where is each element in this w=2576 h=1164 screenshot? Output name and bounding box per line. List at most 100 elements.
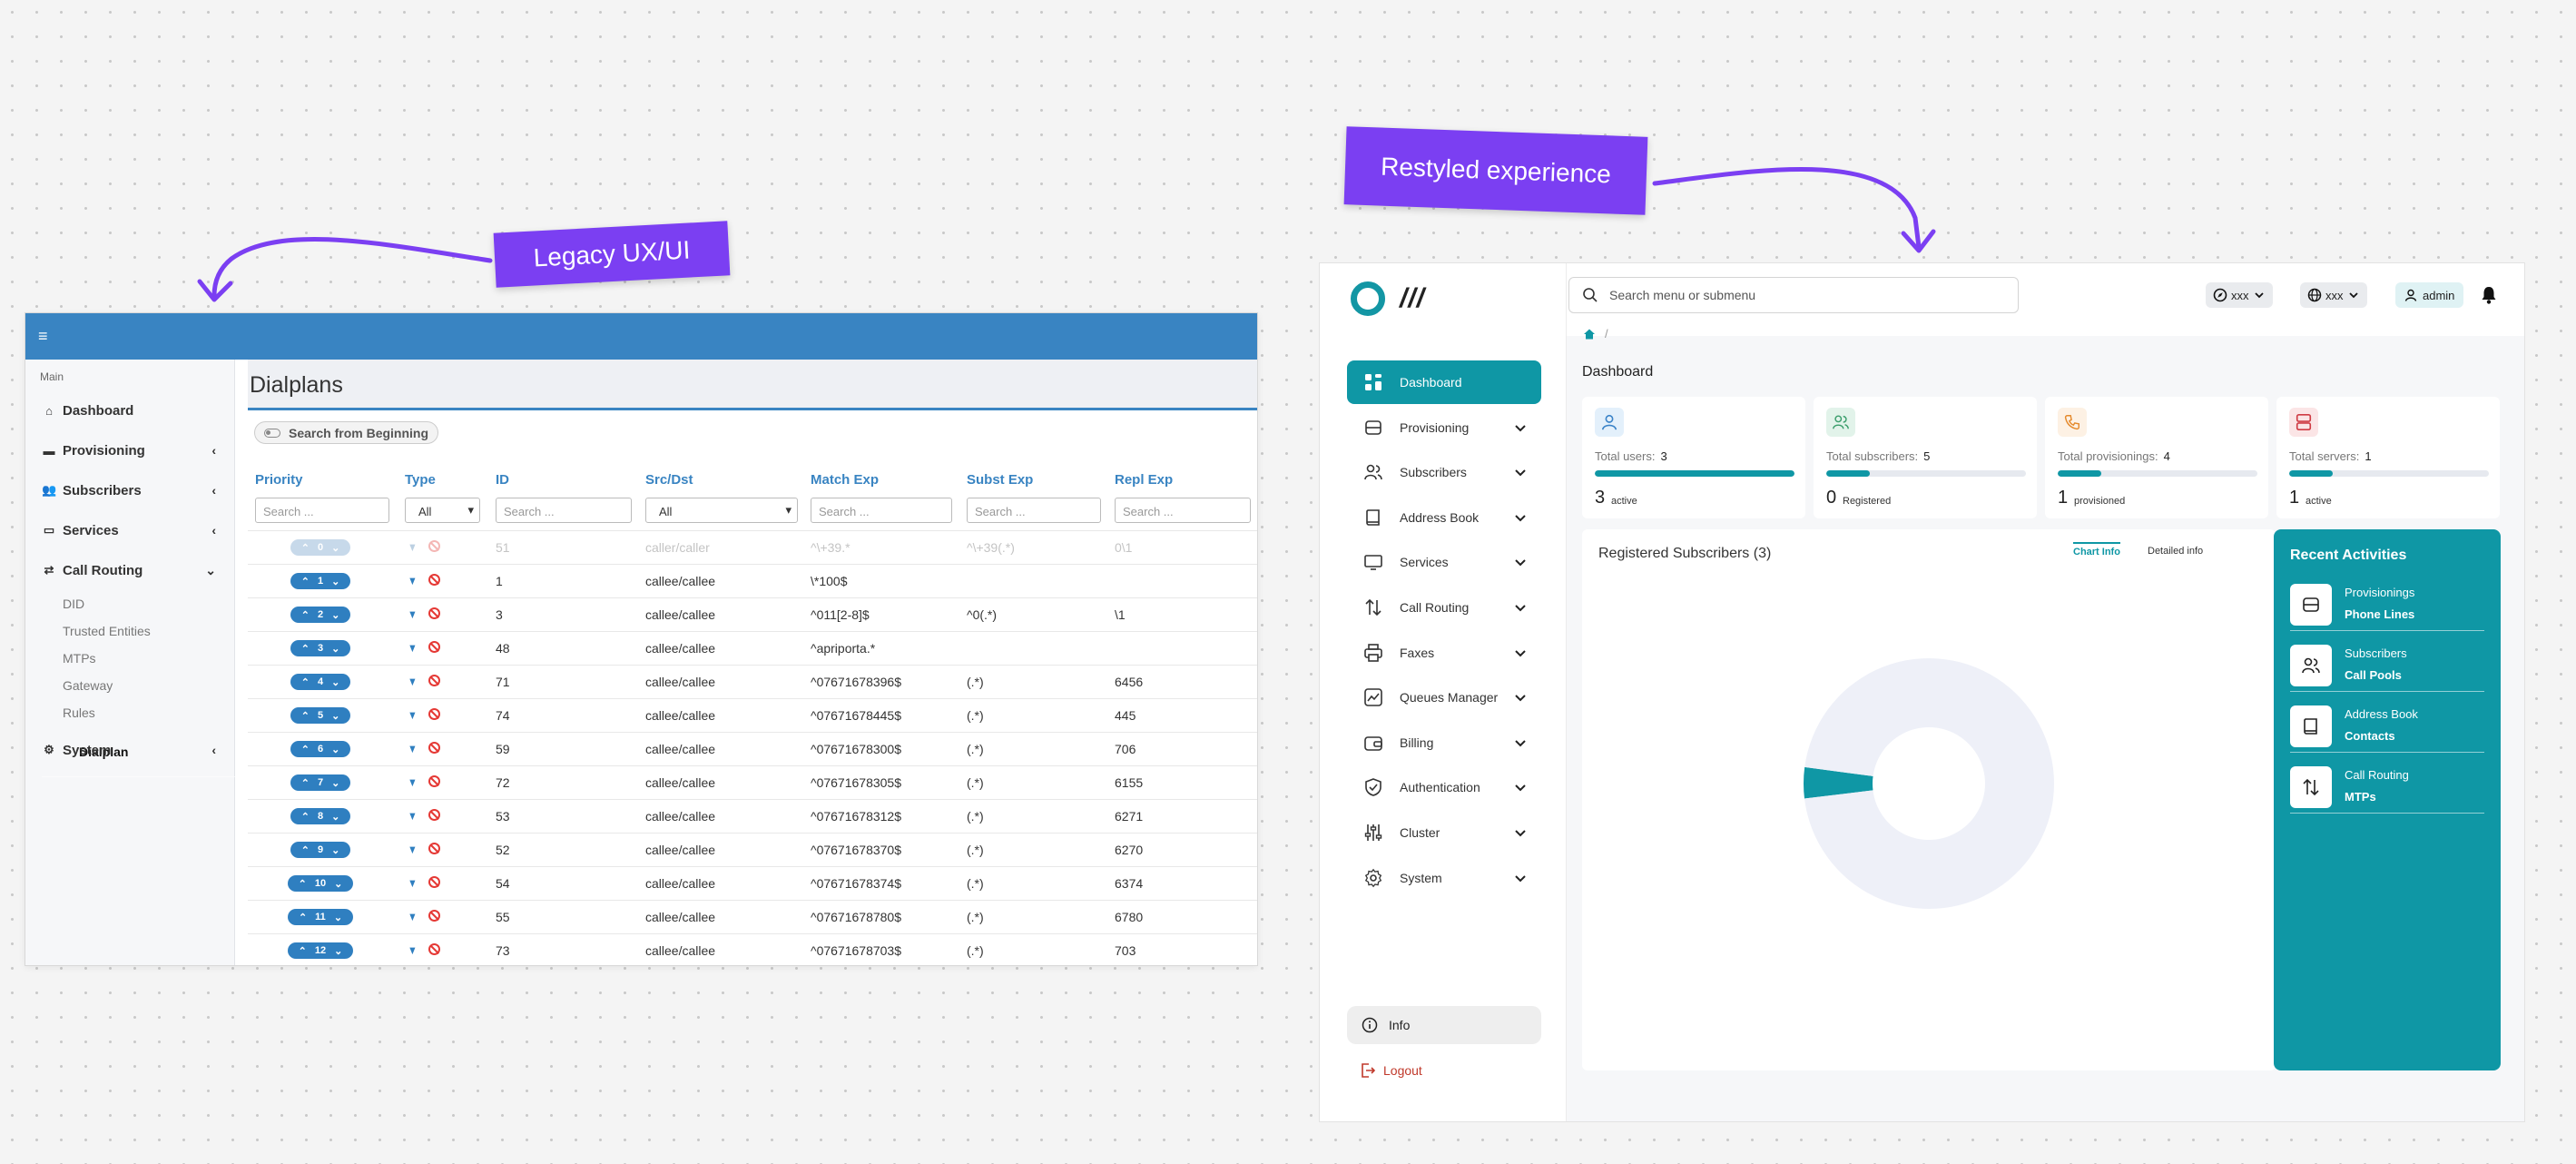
filter-src-dst-select[interactable]: All: [645, 498, 798, 523]
sidebar-subitem-rules[interactable]: Rules: [63, 705, 95, 720]
user-menu[interactable]: admin: [2395, 282, 2463, 308]
filter-match-exp-input[interactable]: Search ...: [811, 498, 952, 523]
chevron-up-icon[interactable]: ⌃: [300, 676, 310, 688]
language-select[interactable]: xxx: [2300, 282, 2367, 308]
chevron-down-icon[interactable]: ⌄: [331, 744, 340, 755]
donut-slice[interactable]: [1804, 766, 1873, 799]
search-input[interactable]: Search menu or submenu: [1568, 277, 2019, 313]
priority-reorder-control[interactable]: ⌃ 0 ⌄: [290, 539, 350, 556]
priority-reorder-control[interactable]: ⌃ 7 ⌄: [290, 774, 350, 791]
sidebar-subitem-gateway[interactable]: Gateway: [63, 678, 113, 693]
chevron-up-icon[interactable]: ⌃: [300, 777, 310, 789]
chevron-down-icon[interactable]: ⌄: [331, 542, 340, 554]
chevron-down-icon[interactable]: ⌄: [334, 878, 343, 890]
chevron-down-icon[interactable]: ⌄: [331, 676, 340, 688]
sidebar-item-provisioning[interactable]: Provisioning: [1347, 406, 1541, 449]
sidebar-item-dashboard[interactable]: Dashboard: [1347, 360, 1541, 404]
chevron-down-icon[interactable]: ⌄: [331, 576, 340, 587]
bell-icon[interactable]: [2480, 285, 2498, 310]
info-button[interactable]: Info: [1347, 1006, 1541, 1044]
priority-reorder-control[interactable]: ⌃ 10 ⌄: [288, 875, 353, 892]
filter-subst-exp-input[interactable]: Search ...: [967, 498, 1101, 523]
sidebar-item-cluster[interactable]: Cluster: [1347, 811, 1541, 854]
search-from-beginning-toggle[interactable]: Search from Beginning: [254, 421, 439, 444]
column-header-match-exp[interactable]: Match Exp: [811, 472, 880, 488]
filter-priority-input[interactable]: Search ...: [255, 498, 389, 523]
sidebar-item-faxes[interactable]: Faxes: [1347, 631, 1541, 675]
chevron-up-icon[interactable]: ⌃: [300, 643, 310, 655]
sidebar-item-system[interactable]: System: [1347, 856, 1541, 900]
chevron-up-icon[interactable]: ⌃: [300, 844, 310, 856]
chevron-up-icon[interactable]: ⌃: [300, 811, 310, 823]
logout-button[interactable]: Logout: [1347, 1051, 1541, 1090]
sidebar-item-address-book[interactable]: Address Book: [1347, 496, 1541, 539]
cell-match-exp: ^07671678445$: [811, 708, 902, 723]
filter-id-input[interactable]: Search ...: [496, 498, 632, 523]
hamburger-icon[interactable]: ≡: [38, 327, 48, 345]
sidebar-item-services[interactable]: Services: [1347, 540, 1541, 584]
chevron-up-icon[interactable]: ⌃: [298, 878, 307, 890]
priority-reorder-control[interactable]: ⌃ 11 ⌄: [288, 909, 353, 925]
tab-chart-info[interactable]: Chart Info: [2073, 542, 2120, 557]
chevron-up-icon[interactable]: ⌃: [300, 542, 310, 554]
filter-type-select[interactable]: All: [405, 498, 480, 523]
chevron-up-icon[interactable]: ⌃: [300, 609, 310, 621]
chevron-down-icon[interactable]: ⌄: [331, 710, 340, 722]
chevron-down-icon[interactable]: ⌄: [331, 777, 340, 789]
priority-reorder-control[interactable]: ⌃ 8 ⌄: [290, 808, 350, 824]
sidebar-item-authentication[interactable]: Authentication: [1347, 765, 1541, 809]
chevron-down-icon[interactable]: ⌄: [331, 844, 340, 856]
chevron-up-icon[interactable]: ⌃: [300, 744, 310, 755]
chevron-up-icon[interactable]: ⌃: [300, 710, 310, 722]
tab-detailed-info[interactable]: Detailed info: [2148, 546, 2204, 557]
column-header-src-dst[interactable]: Src/Dst: [645, 472, 693, 488]
sidebar-item-services[interactable]: ▭ Services ‹: [43, 522, 216, 538]
chevron-down-icon[interactable]: ⌄: [334, 945, 343, 957]
filter-repl-exp-input[interactable]: Search ...: [1115, 498, 1251, 523]
recent-activity-item[interactable]: Subscribers Call Pools: [2290, 641, 2484, 692]
stat-total: 4: [2163, 449, 2170, 463]
sidebar-item-system[interactable]: ⚙ System ‹: [25, 730, 234, 770]
recent-activity-item[interactable]: Provisionings Phone Lines: [2290, 580, 2484, 631]
sidebar-subitem-dialplan[interactable]: Dialplan: [42, 726, 236, 777]
sidebar-item-dashboard[interactable]: ⌂ Dashboard: [25, 390, 234, 430]
donut-slice[interactable]: [1804, 658, 2054, 909]
priority-reorder-control[interactable]: ⌃ 1 ⌄: [290, 573, 350, 589]
chevron-down-icon[interactable]: ⌄: [333, 912, 343, 923]
column-header-priority[interactable]: Priority: [255, 472, 303, 488]
sidebar-item-call-routing[interactable]: Call Routing: [1347, 586, 1541, 629]
sidebar-subitem-mtps[interactable]: MTPs: [63, 651, 96, 666]
registered-subscribers-panel: Registered Subscribers (3) Chart Info De…: [1582, 529, 2276, 1070]
sidebar-subitem-did[interactable]: DID: [63, 597, 85, 611]
home-icon[interactable]: [1583, 328, 1596, 340]
sidebar-item-queues-manager[interactable]: Queues Manager: [1347, 676, 1541, 719]
sidebar-subitem-trusted-entities[interactable]: Trusted Entities: [63, 624, 151, 638]
sidebar-item-subscribers[interactable]: 👥 Subscribers ‹: [42, 482, 216, 498]
priority-reorder-control[interactable]: ⌃ 4 ⌄: [290, 674, 350, 690]
chevron-up-icon[interactable]: ⌃: [298, 912, 308, 923]
sidebar-item-billing[interactable]: Billing: [1347, 721, 1541, 764]
recent-activity-item[interactable]: Call Routing MTPs: [2290, 763, 2484, 814]
priority-reorder-control[interactable]: ⌃ 6 ⌄: [290, 741, 350, 757]
app-logo[interactable]: ///: [1351, 281, 1425, 316]
column-header-repl-exp[interactable]: Repl Exp: [1115, 472, 1174, 488]
priority-reorder-control[interactable]: ⌃ 2 ⌄: [290, 607, 350, 623]
priority-reorder-control[interactable]: ⌃ 3 ⌄: [290, 640, 350, 656]
priority-reorder-control[interactable]: ⌃ 5 ⌄: [290, 707, 350, 724]
stat-label-text: Total users:: [1595, 449, 1656, 463]
sidebar-item-call-routing[interactable]: ⇄ Call Routing ⌄: [25, 550, 234, 590]
recent-activity-item[interactable]: Address Book Contacts: [2290, 702, 2484, 753]
chevron-down-icon[interactable]: ⌄: [331, 609, 340, 621]
column-header-subst-exp[interactable]: Subst Exp: [967, 472, 1034, 488]
priority-reorder-control[interactable]: ⌃ 12 ⌄: [288, 942, 353, 959]
sidebar-item-subscribers[interactable]: Subscribers: [1347, 450, 1541, 494]
chevron-up-icon[interactable]: ⌃: [300, 576, 310, 587]
sidebar-item-provisioning[interactable]: ▬ Provisioning ‹: [43, 442, 217, 459]
column-header-type[interactable]: Type: [405, 472, 436, 488]
chevron-up-icon[interactable]: ⌃: [298, 945, 307, 957]
chevron-down-icon[interactable]: ⌄: [331, 811, 340, 823]
chevron-down-icon[interactable]: ⌄: [331, 643, 340, 655]
column-header-id[interactable]: ID: [496, 472, 509, 488]
priority-reorder-control[interactable]: ⌃ 9 ⌄: [290, 842, 350, 858]
company-select[interactable]: xxx: [2206, 282, 2273, 308]
